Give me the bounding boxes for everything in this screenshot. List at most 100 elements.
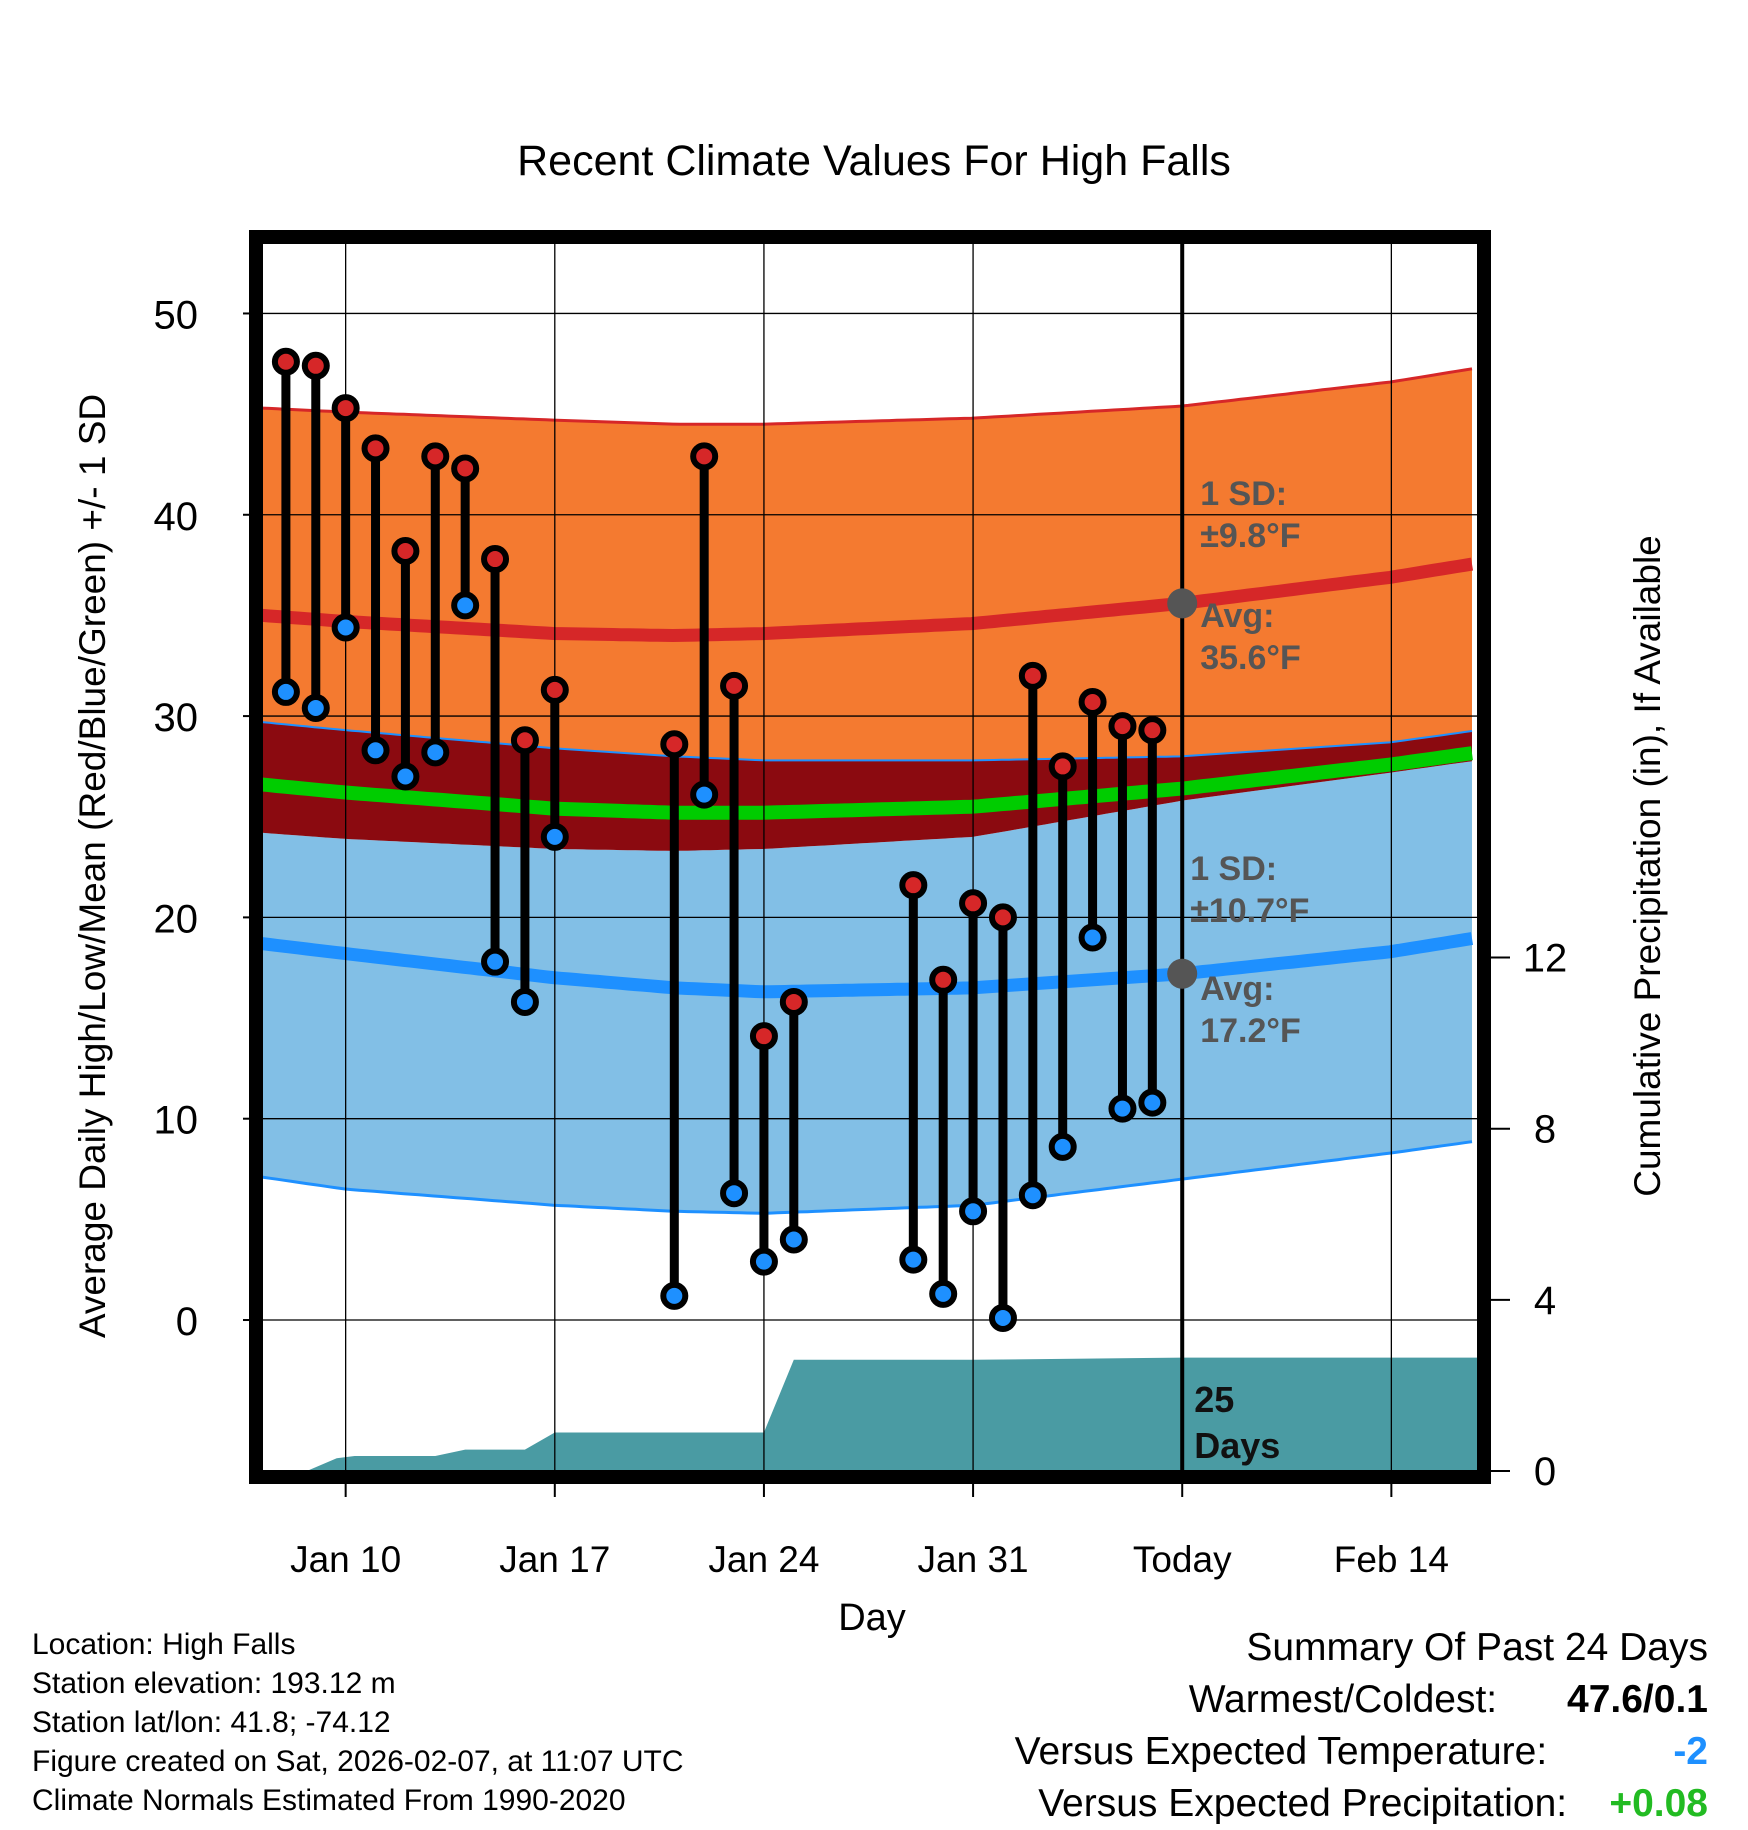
observed-high-point <box>301 351 330 380</box>
normal-mean-line <box>262 746 1473 820</box>
observed-high-point <box>271 347 300 376</box>
plot-area: 1 SD: ±9.8°F Avg: 35.6°F 1 SD: ±10.7°F Avg: 17.… <box>262 243 1478 1471</box>
observed-high-point <box>1018 661 1047 690</box>
observed-low-point <box>1108 1094 1137 1123</box>
y-tick-label: 50 <box>154 293 199 337</box>
y2-axis-label: Cumulative Precipitation (in), If Availa… <box>1627 535 1668 1197</box>
temp-versus-value: -2 <box>1673 1730 1708 1773</box>
low-avg-label: Avg: <box>1200 970 1274 1008</box>
observed-high-point <box>510 726 539 755</box>
observed-high-point <box>1078 687 1107 716</box>
latlon-text: Station lat/lon: 41.8; -74.12 <box>32 1706 391 1739</box>
observed-low-point <box>481 947 510 976</box>
x-tick-label: Jan 17 <box>499 1539 610 1580</box>
high-sd-upper-line <box>262 367 1473 426</box>
observed-high-point <box>749 1022 778 1051</box>
temp-versus-row: Versus Expected Temperature: -2 <box>808 1726 1708 1778</box>
elevation-text: Station elevation: 193.12 m <box>32 1667 396 1700</box>
observed-high-point <box>331 394 360 423</box>
y-tick-label: 30 <box>154 696 199 740</box>
sd-overlap-band <box>262 722 1472 851</box>
high-sd-band <box>262 368 1472 761</box>
observed-high-point <box>988 903 1017 932</box>
normals-text: Climate Normals Estimated From 1990-2020 <box>32 1784 626 1817</box>
observed-high-point <box>540 675 569 704</box>
observed-low-point <box>1048 1132 1077 1161</box>
observed-low-point <box>749 1247 778 1276</box>
y2-tick-label: 0 <box>1534 1450 1556 1494</box>
y2-tick-label: 4 <box>1534 1279 1556 1323</box>
observed-high-point <box>929 965 958 994</box>
observed-low-point <box>690 780 719 809</box>
station-info: Location: High Falls Station elevation: … <box>32 1625 684 1820</box>
precip-versus-row: Versus Expected Precipitation: +0.08 <box>808 1778 1708 1830</box>
high-avg-label: Avg: <box>1200 597 1274 635</box>
temp-versus-label: Versus Expected Temperature: <box>1014 1730 1548 1773</box>
x-tick-label: Jan 31 <box>918 1539 1029 1580</box>
y-tick-label: 20 <box>154 897 199 941</box>
normal-low-line <box>262 932 1474 999</box>
high-sd-label: 1 SD: <box>1200 475 1287 513</box>
summary-panel: Summary Of Past 24 Days Warmest/Coldest:… <box>808 1622 1708 1830</box>
observed-low-point <box>451 591 480 620</box>
observed-low-point <box>988 1304 1017 1333</box>
low-sd-value: ±10.7°F <box>1190 892 1309 930</box>
chart-title: Recent Climate Values For High Falls <box>517 137 1231 185</box>
x-tick-label: Today <box>1133 1539 1232 1580</box>
low-avg-value: 17.2°F <box>1200 1012 1301 1050</box>
observed-low-point <box>421 738 450 767</box>
precipitation-area <box>262 1357 1478 1471</box>
observed-low-point <box>1018 1181 1047 1210</box>
observed-high-point <box>720 671 749 700</box>
observed-high-point <box>779 987 808 1016</box>
low-sd-label: 1 SD: <box>1190 850 1277 888</box>
high-avg-value: 35.6°F <box>1200 639 1301 677</box>
observed-high-point <box>1108 712 1137 741</box>
summary-title: Summary Of Past 24 Days <box>1246 1626 1708 1669</box>
observed-high-point <box>899 871 928 900</box>
observed-high-point <box>481 545 510 574</box>
today-high-normal-marker <box>1167 588 1198 619</box>
y-axis-label: Average Daily High/Low/Mean (Red/Blue/Gr… <box>72 394 113 1338</box>
y2-tick-label: 12 <box>1523 937 1568 981</box>
observed-low-point <box>540 822 569 851</box>
observed-high-point <box>1048 752 1077 781</box>
x-tick-label: Jan 10 <box>290 1539 401 1580</box>
observed-low-point <box>929 1279 958 1308</box>
low-sd-lower-line <box>262 1140 1473 1215</box>
days-count: 25 <box>1194 1379 1234 1420</box>
observed-low-point <box>899 1245 928 1274</box>
y-tick-label: 0 <box>176 1300 198 1344</box>
observed-low-point <box>271 677 300 706</box>
x-tick-label: Jan 24 <box>708 1539 819 1580</box>
warmest-coldest-label: Warmest/Coldest: <box>1188 1678 1498 1721</box>
observed-low-point <box>301 694 330 723</box>
observed-high-point <box>391 537 420 566</box>
observed-high-point <box>1138 716 1167 745</box>
observed-low-point <box>391 762 420 791</box>
observed-high-point <box>361 434 390 463</box>
normal-high-line <box>262 557 1474 643</box>
x-axis-label: Day <box>838 1597 906 1639</box>
observed-low-point <box>720 1179 749 1208</box>
y2-tick-label: 8 <box>1534 1108 1556 1152</box>
today-low-normal-marker <box>1167 958 1198 989</box>
warmest-coldest-value: 47.6/0.1 <box>1567 1678 1708 1721</box>
days-label: Days <box>1194 1425 1280 1466</box>
created-text: Figure created on Sat, 2026-02-07, at 11… <box>32 1745 684 1778</box>
precip-versus-value: +0.08 <box>1609 1782 1708 1825</box>
observed-high-point <box>959 889 988 918</box>
observed-high-point <box>451 454 480 483</box>
observed-low-point <box>660 1281 689 1310</box>
observed-low-point <box>510 987 539 1016</box>
observed-low-point <box>331 613 360 642</box>
plot-frame <box>249 230 1491 1484</box>
observed-low-point <box>959 1197 988 1226</box>
observed-low-point <box>1138 1088 1167 1117</box>
precip-versus-label: Versus Expected Precipitation: <box>1038 1782 1568 1825</box>
high-sd-value: ±9.8°F <box>1200 517 1300 555</box>
y-tick-label: 10 <box>154 1099 199 1143</box>
y-tick-label: 40 <box>154 495 199 539</box>
location-text: Location: High Falls <box>32 1628 296 1661</box>
